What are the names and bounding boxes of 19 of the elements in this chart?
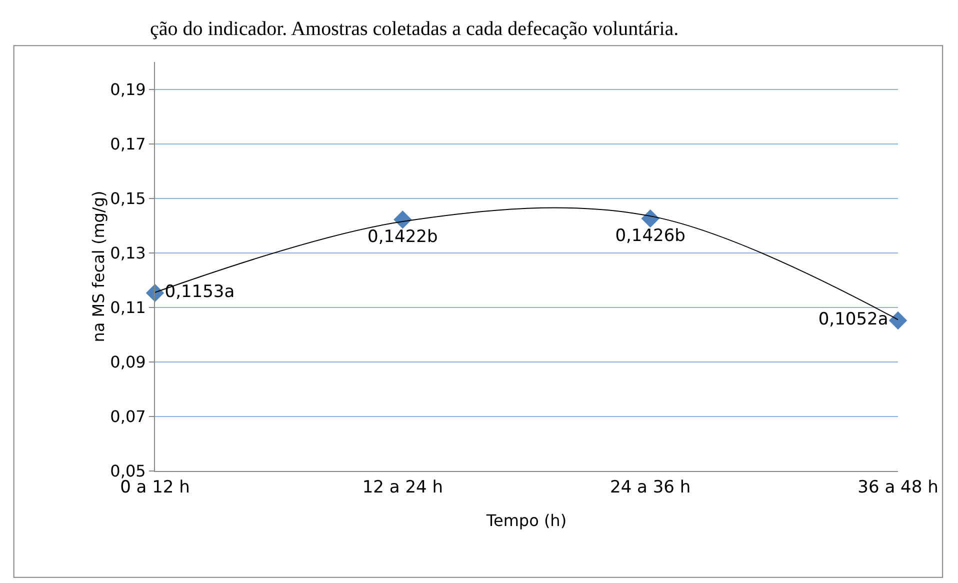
point [888,311,908,330]
y-tick-label: 0,15 [110,188,146,208]
y-axis-title: na MS fecal (mg/g) [89,190,108,342]
data-label: 0,1153a [164,282,235,302]
y-tick-label: 0,11 [110,298,146,317]
x-axis-title: Tempo (h) [485,511,567,530]
x-tick-label: 24 a 36 h [610,477,691,498]
point [394,210,412,229]
x-tick-label: 36 a 48 h [858,477,938,498]
data-label: 0,1426b [615,226,686,246]
y-tick-label: 0,19 [110,80,146,99]
y-tick-label: 0,13 [110,243,146,262]
y-tick-label: 0,17 [110,134,146,154]
data-label: 0,1052a [818,310,888,330]
y-tick-label: 0,09 [110,352,146,372]
text: ção do indicador. Amostras coletadas a cada defecação voluntária. [150,18,679,40]
data-label: 0,1422b [368,227,438,248]
y-tick-label: 0,07 [110,407,146,426]
x-tick-label: 12 a 24 h [362,477,444,498]
